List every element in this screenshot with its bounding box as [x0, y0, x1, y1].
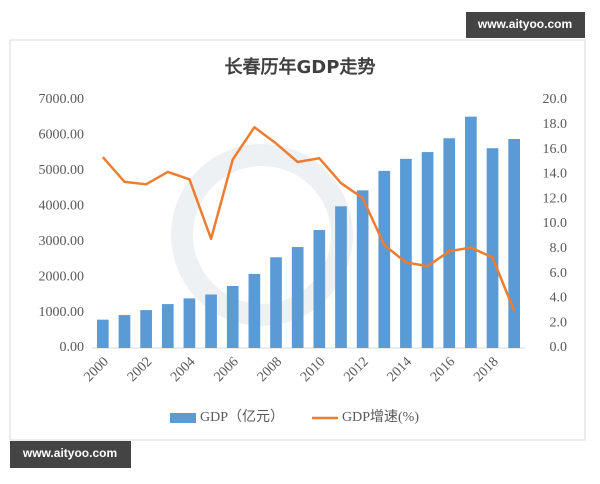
y2-tick-label: 6.0 — [550, 266, 568, 281]
y2-tick-label: 20.0 — [543, 92, 568, 107]
bar — [270, 257, 282, 348]
bar — [313, 230, 326, 348]
bar — [205, 294, 217, 348]
y-tick-label: 3000.00 — [39, 234, 85, 249]
y-tick-label: 0.00 — [60, 340, 85, 355]
y2-tick-label: 14.0 — [543, 167, 568, 182]
bar — [161, 304, 174, 348]
bar — [508, 138, 521, 348]
legend-label: GDP增速(%) — [342, 409, 419, 425]
bar — [443, 138, 456, 348]
bar — [183, 298, 196, 348]
bar — [400, 158, 412, 348]
y-tick-label: 7000.00 — [39, 92, 85, 107]
y-tick-label: 1000.00 — [39, 305, 85, 320]
legend-label: GDP（亿元） — [200, 409, 284, 425]
y2-tick-label: 18.0 — [543, 117, 568, 132]
legend-swatch — [170, 413, 196, 423]
y2-tick-label: 8.0 — [550, 241, 568, 256]
y-tick-label: 6000.00 — [39, 128, 85, 143]
watermark: www.aityoo.com — [477, 17, 572, 31]
watermark: www.aityoo.com — [22, 446, 117, 460]
y2-tick-label: 4.0 — [550, 291, 568, 306]
bar — [248, 273, 261, 348]
y-tick-label: 4000.00 — [39, 199, 85, 214]
y2-tick-label: 2.0 — [550, 315, 568, 330]
bar — [226, 286, 239, 348]
bar — [335, 206, 347, 348]
bar — [140, 310, 152, 348]
bar — [356, 190, 369, 348]
watermark-box — [466, 12, 585, 38]
y-tick-label: 2000.00 — [39, 269, 85, 284]
chart-title: 长春历年GDP走势 — [225, 56, 376, 78]
line — [101, 126, 516, 312]
bar — [421, 152, 434, 348]
bar — [118, 315, 131, 348]
watermark-box — [10, 441, 131, 468]
bar — [486, 148, 499, 348]
bar — [96, 319, 109, 348]
y2-tick-label: 0.0 — [550, 340, 568, 355]
bar — [291, 247, 304, 348]
bar — [465, 116, 477, 348]
y-tick-label: 5000.00 — [39, 163, 85, 178]
bar — [378, 170, 391, 348]
y2-tick-label: 16.0 — [543, 142, 568, 157]
y2-tick-label: 12.0 — [543, 191, 568, 206]
y2-tick-label: 10.0 — [543, 216, 568, 231]
